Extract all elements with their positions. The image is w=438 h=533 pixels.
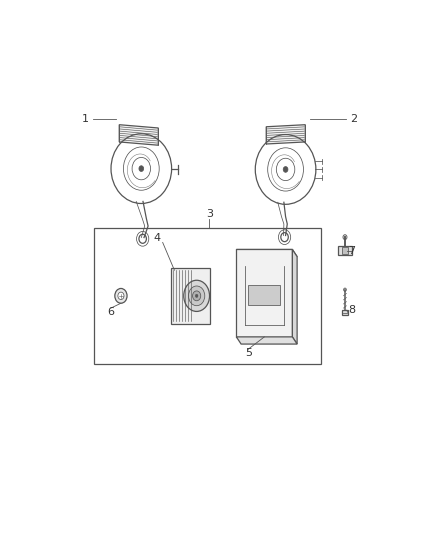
Bar	[248, 285, 280, 305]
Bar	[171, 268, 210, 324]
Polygon shape	[237, 249, 293, 337]
Bar	[338, 246, 352, 255]
Text: 5: 5	[245, 348, 252, 358]
Bar	[342, 247, 348, 254]
Circle shape	[195, 294, 198, 297]
Circle shape	[283, 166, 288, 172]
Polygon shape	[237, 337, 297, 344]
Bar	[342, 310, 348, 315]
Polygon shape	[237, 249, 297, 257]
Circle shape	[276, 250, 282, 256]
Circle shape	[139, 166, 144, 172]
Circle shape	[193, 291, 201, 301]
Text: 4: 4	[153, 233, 160, 244]
Circle shape	[184, 280, 209, 311]
Circle shape	[115, 288, 127, 303]
Circle shape	[247, 250, 253, 256]
Bar	[94, 228, 321, 364]
Polygon shape	[293, 249, 297, 344]
Text: 1: 1	[82, 115, 89, 124]
Text: 6: 6	[107, 307, 114, 317]
Text: 2: 2	[350, 115, 357, 124]
Circle shape	[188, 286, 205, 306]
Polygon shape	[119, 125, 158, 145]
Text: 8: 8	[348, 305, 355, 315]
Text: 7: 7	[348, 246, 355, 256]
Circle shape	[118, 292, 124, 300]
Circle shape	[343, 235, 347, 240]
Text: 3: 3	[206, 209, 213, 219]
Circle shape	[344, 288, 346, 292]
Polygon shape	[266, 125, 305, 144]
